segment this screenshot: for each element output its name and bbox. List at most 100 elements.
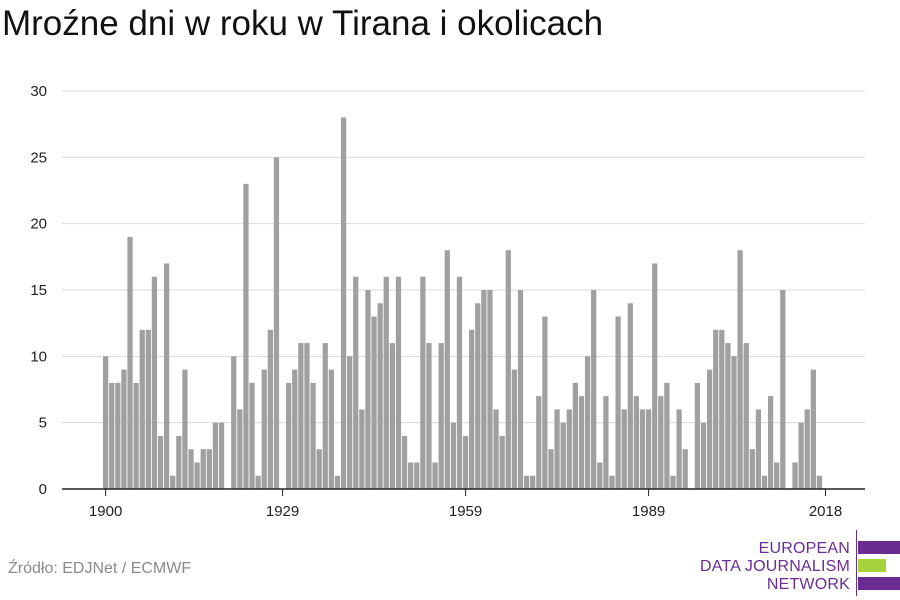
y-tick-label: 30 bbox=[30, 83, 47, 100]
bar-1932 bbox=[298, 343, 304, 489]
bar-1973 bbox=[548, 449, 554, 489]
bar-1938 bbox=[334, 475, 341, 489]
bar-1983 bbox=[609, 475, 615, 489]
bar-2006 bbox=[749, 449, 755, 489]
bar-1953 bbox=[426, 343, 432, 489]
bar-1916 bbox=[200, 449, 206, 489]
bar-1969 bbox=[523, 475, 530, 489]
bar-2009 bbox=[767, 396, 774, 489]
bars bbox=[103, 117, 823, 489]
chart-title: Mroźne dni w roku w Tirana i okolicach bbox=[2, 4, 604, 43]
bar-1977 bbox=[572, 382, 579, 489]
bar-2004 bbox=[737, 250, 743, 489]
bar-1986 bbox=[627, 303, 633, 489]
bar-1994 bbox=[676, 409, 682, 489]
bar-2013 bbox=[792, 462, 798, 489]
bar-1985 bbox=[621, 409, 627, 489]
bar-1962 bbox=[481, 290, 487, 489]
y-tick-label: 20 bbox=[30, 216, 47, 233]
bar-1948 bbox=[395, 276, 402, 489]
bar-1925 bbox=[255, 475, 261, 489]
bar-1939 bbox=[340, 117, 347, 489]
bar-1989 bbox=[645, 409, 652, 489]
bar-1950 bbox=[408, 462, 414, 489]
y-tick-label: 25 bbox=[30, 149, 47, 166]
bar-1981 bbox=[597, 462, 603, 489]
bar-1935 bbox=[316, 449, 322, 489]
bar-1957 bbox=[450, 422, 456, 489]
bar-2014 bbox=[798, 422, 804, 489]
y-tick-label: 10 bbox=[30, 348, 47, 365]
bar-1998 bbox=[700, 422, 707, 489]
bar-1961 bbox=[475, 303, 481, 489]
logo-bar-purple-bottom bbox=[858, 577, 900, 590]
bar-1943 bbox=[365, 290, 371, 489]
x-tick-label: 1959 bbox=[449, 503, 482, 520]
bar-1975 bbox=[560, 422, 566, 489]
logo-line-2: DATA JOURNALISM bbox=[700, 558, 850, 575]
bar-1915 bbox=[194, 462, 200, 489]
bar-1910 bbox=[164, 263, 170, 489]
bar-1930 bbox=[286, 382, 292, 489]
bar-1936 bbox=[322, 343, 328, 489]
edjnet-logo: EUROPEAN DATA JOURNALISM NETWORK bbox=[700, 530, 900, 598]
bar-2000 bbox=[713, 329, 719, 489]
bar-1927 bbox=[267, 329, 273, 489]
bar-1905 bbox=[133, 382, 139, 489]
x-tick-label: 1989 bbox=[632, 503, 665, 520]
bar-2016 bbox=[810, 369, 816, 489]
bar-1956 bbox=[444, 250, 450, 489]
bar-1991 bbox=[658, 396, 664, 489]
bar-1997 bbox=[694, 382, 701, 489]
bar-1901 bbox=[109, 382, 115, 489]
bar-2003 bbox=[731, 356, 737, 489]
bar-1964 bbox=[493, 409, 499, 489]
bar-1902 bbox=[115, 382, 121, 489]
logo-line-3: NETWORK bbox=[766, 576, 850, 593]
bar-1940 bbox=[347, 356, 353, 489]
y-tick-label: 0 bbox=[39, 481, 47, 498]
bar-1976 bbox=[566, 409, 572, 489]
bar-1937 bbox=[328, 369, 334, 489]
bar-1970 bbox=[530, 475, 536, 489]
bar-2017 bbox=[816, 475, 823, 489]
bar-1921 bbox=[231, 356, 237, 489]
bar-1999 bbox=[706, 369, 713, 489]
bar-1903 bbox=[121, 369, 127, 489]
bar-1988 bbox=[639, 409, 646, 489]
x-tick-label: 2018 bbox=[809, 503, 842, 520]
bar-1928 bbox=[273, 157, 280, 489]
bar-1907 bbox=[145, 329, 151, 489]
bar-1990 bbox=[652, 263, 658, 489]
bar-1947 bbox=[389, 343, 395, 489]
bar-2005 bbox=[743, 343, 749, 489]
bar-1958 bbox=[456, 276, 463, 489]
bar-1978 bbox=[578, 396, 585, 489]
bar-1908 bbox=[151, 276, 158, 489]
bar-1944 bbox=[371, 316, 377, 489]
bar-1911 bbox=[170, 475, 176, 489]
bar-1965 bbox=[499, 435, 505, 489]
axes: 0 5 10 15 20 25 30 1900 1929 1959 1989 2018 bbox=[30, 83, 865, 520]
bar-1987 bbox=[633, 396, 640, 489]
bar-1945 bbox=[377, 303, 383, 489]
bar-1931 bbox=[292, 369, 298, 489]
bar-1923 bbox=[243, 183, 249, 489]
bar-1917 bbox=[206, 449, 212, 489]
bar-2011 bbox=[780, 290, 786, 489]
bar-1971 bbox=[536, 396, 542, 489]
bar-1980 bbox=[591, 290, 597, 489]
bar-1913 bbox=[182, 369, 188, 489]
bar-1967 bbox=[511, 369, 518, 489]
bar-1946 bbox=[383, 276, 389, 489]
x-tick-label: 1900 bbox=[89, 503, 122, 520]
bar-1919 bbox=[218, 422, 225, 489]
bar-1900 bbox=[103, 356, 109, 489]
bar-2007 bbox=[755, 409, 762, 489]
bar-2010 bbox=[774, 462, 780, 489]
bar-1972 bbox=[542, 316, 548, 489]
bar-1979 bbox=[584, 356, 591, 489]
bar-1951 bbox=[414, 462, 420, 489]
bar-1982 bbox=[603, 396, 609, 489]
bar-1914 bbox=[188, 449, 194, 489]
